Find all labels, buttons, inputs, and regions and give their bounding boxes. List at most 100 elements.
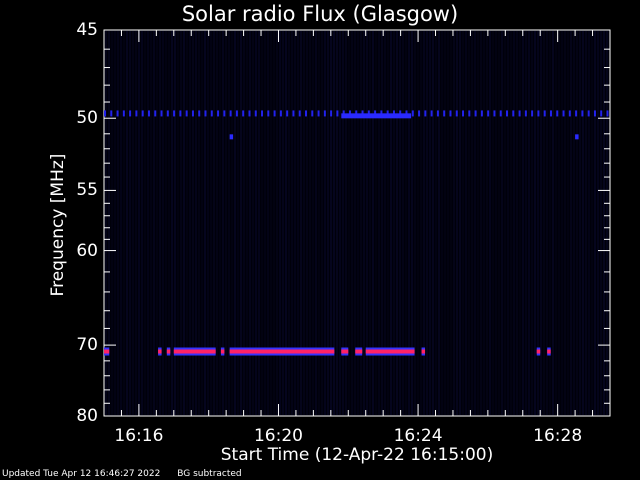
noise-column (327, 31, 329, 415)
band-49.7-dash (499, 110, 502, 117)
noise-column (573, 31, 575, 415)
y-tick-label: 45 (76, 20, 98, 40)
noise-column (231, 31, 233, 415)
noise-column (360, 31, 362, 415)
band-49.7-dash (116, 110, 119, 117)
noise-column (219, 31, 221, 415)
noise-column (165, 31, 167, 415)
noise-column (276, 31, 278, 415)
noise-column (258, 31, 260, 415)
noise-column (570, 31, 572, 415)
noise-column (549, 31, 551, 415)
band-49.7-dash (575, 110, 578, 117)
band-70.8-segment (547, 349, 551, 354)
noise-column (159, 31, 161, 415)
band-49.7-dash (198, 110, 201, 117)
x-tick-label: 16:16 (114, 426, 164, 446)
band-49.7-dash (487, 110, 490, 117)
y-tick-label: 50 (76, 108, 98, 129)
noise-column (537, 31, 539, 415)
band-49.8-solid (341, 113, 412, 119)
noise-column (564, 31, 566, 415)
noise-column (153, 31, 155, 415)
noise-column (483, 31, 485, 415)
band-70.8-segment (341, 349, 349, 354)
noise-column (510, 31, 512, 415)
noise-column (462, 31, 464, 415)
band-49.7-dash (480, 110, 483, 117)
spot-51.2-a (229, 134, 234, 140)
noise-column (486, 31, 488, 415)
noise-column (147, 31, 149, 415)
band-49.7-dash (537, 110, 540, 117)
noise-column (540, 31, 542, 415)
band-49.7-dash (185, 110, 188, 117)
noise-column (234, 31, 236, 415)
band-49.7-dash (531, 110, 534, 117)
noise-column (420, 31, 422, 415)
y-tick-label: 55 (76, 180, 98, 201)
band-49.7-dash (462, 110, 465, 117)
noise-column (252, 31, 254, 415)
band-49.7-dash (568, 110, 571, 117)
noise-column (198, 31, 200, 415)
noise-column (267, 31, 269, 415)
noise-column (351, 31, 353, 415)
band-70.8-segment (158, 349, 162, 354)
noise-column (543, 31, 545, 415)
noise-column (138, 31, 140, 415)
noise-column (339, 31, 341, 415)
band-49.7-dash (273, 110, 276, 117)
noise-column (492, 31, 494, 415)
band-49.7-dash (286, 110, 289, 117)
band-49.7-dash (191, 110, 194, 117)
spot-51.2-b (575, 134, 579, 140)
band-49.7-dash (279, 110, 282, 117)
band-49.7-dash (248, 110, 251, 117)
band-70.8-segment (166, 349, 171, 354)
noise-column (210, 31, 212, 415)
noise-column (189, 31, 191, 415)
band-49.7-dash (129, 110, 132, 117)
noise-column (525, 31, 527, 415)
band-49.7-dash (210, 110, 213, 117)
band-49.7-dash (323, 110, 326, 117)
noise-column (603, 31, 605, 415)
band-70.8-segment (173, 349, 216, 354)
noise-column (342, 31, 344, 415)
noise-column (369, 31, 371, 415)
noise-column (357, 31, 359, 415)
noise-column (366, 31, 368, 415)
noise-column (297, 31, 299, 415)
noise-column (528, 31, 530, 415)
noise-column (321, 31, 323, 415)
band-49.7-dash (506, 110, 509, 117)
noise-column (111, 31, 113, 415)
noise-column (597, 31, 599, 415)
noise-column (561, 31, 563, 415)
noise-column (177, 31, 179, 415)
band-49.7-dash (424, 110, 427, 117)
band-49.7-dash (298, 110, 301, 117)
band-49.7-dash (524, 110, 527, 117)
noise-column (270, 31, 272, 415)
band-49.7-dash (336, 110, 339, 117)
noise-column (375, 31, 377, 415)
band-70.8-segment (104, 349, 110, 354)
band-49.7-dash (217, 110, 220, 117)
band-49.7-dash (518, 110, 521, 117)
noise-column (162, 31, 164, 415)
noise-column (582, 31, 584, 415)
noise-column (273, 31, 275, 415)
noise-column (222, 31, 224, 415)
noise-column (432, 31, 434, 415)
noise-column (204, 31, 206, 415)
x-tick-label: 16:20 (253, 426, 303, 446)
noise-column (471, 31, 473, 415)
noise-column (336, 31, 338, 415)
noise-column (516, 31, 518, 415)
band-49.7-dash (449, 110, 452, 117)
noise-column (534, 31, 536, 415)
band-49.7-dash (556, 110, 559, 117)
